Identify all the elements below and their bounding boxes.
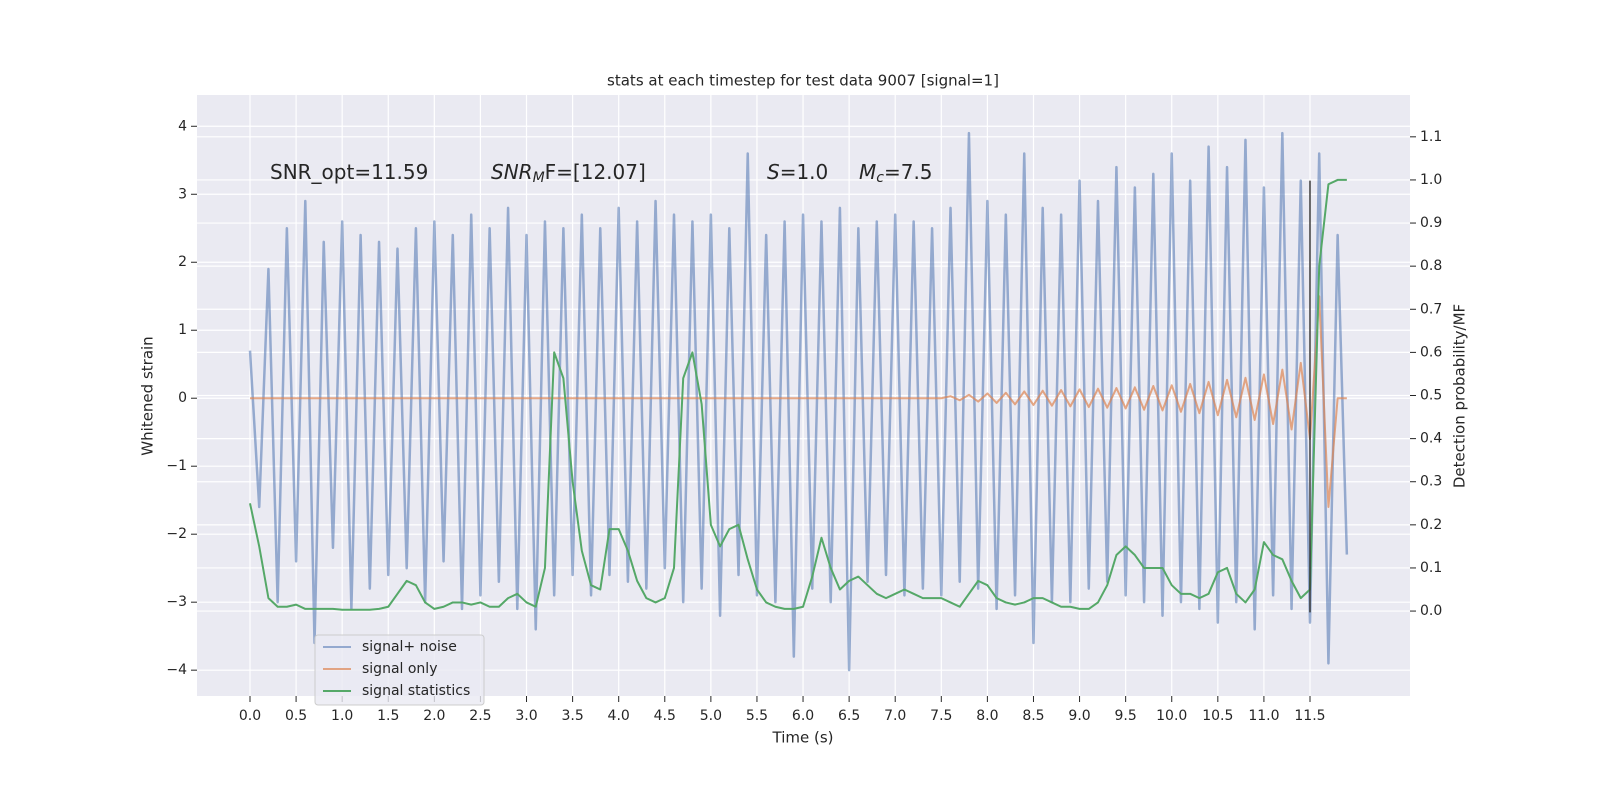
- x-tick-label: 5.5: [746, 708, 768, 724]
- series-line: [250, 295, 1347, 508]
- x-tick-label: 5.0: [700, 708, 722, 724]
- x-tick-label: 2.0: [423, 708, 445, 724]
- y2-tick-label: 0.5: [1420, 388, 1442, 404]
- annotation-part: S: [767, 160, 780, 184]
- annotation-part: SNR_opt=11.59: [270, 160, 428, 184]
- y2-tick-label: 0.3: [1420, 474, 1442, 490]
- x-tick-label: 10.0: [1156, 708, 1187, 724]
- y2-tick-label: 0.2: [1420, 517, 1442, 533]
- legend-label: signal only: [362, 661, 437, 677]
- x-tick-label: 4.0: [608, 708, 630, 724]
- series-line: [249, 178, 1347, 611]
- y2-tick-label: 0.6: [1420, 344, 1442, 360]
- y2-tick-label: 0.7: [1420, 301, 1442, 317]
- x-tick-label: 1.5: [377, 708, 399, 724]
- y-tick-label: −3: [166, 594, 187, 610]
- x-tick-label: 2.5: [469, 708, 491, 724]
- y-tick-label: 3: [178, 186, 187, 202]
- y-tick-label: 2: [178, 254, 187, 270]
- annotation-part: =7.5: [884, 160, 933, 184]
- annotation-part: =1.0: [780, 160, 829, 184]
- x-tick-label: 11.0: [1248, 708, 1279, 724]
- y2-tick-label: 0.4: [1420, 431, 1442, 447]
- x-tick-label: 0.0: [239, 708, 261, 724]
- annotation-part: F=[12.07]: [545, 160, 646, 184]
- y-tick-label: −1: [166, 458, 187, 474]
- y-tick-label: 0: [178, 390, 187, 406]
- x-tick-label: 1.0: [331, 708, 353, 724]
- annotation: SNRMF=[12.07]: [491, 160, 646, 187]
- y-tick-label: −2: [166, 526, 187, 542]
- y2-tick-label: 1.1: [1420, 129, 1442, 145]
- y2-tick-label: 0.0: [1420, 603, 1442, 619]
- x-tick-label: 3.5: [561, 708, 583, 724]
- annotation: S=1.0: [767, 160, 828, 184]
- legend: [314, 634, 485, 706]
- legend-label: signal+ noise: [362, 639, 457, 655]
- annotation-part: M: [859, 160, 876, 184]
- x-tick-label: 10.5: [1202, 708, 1233, 724]
- x-tick-label: 9.5: [1115, 708, 1137, 724]
- series-line: [248, 131, 1349, 672]
- y2-tick-label: 1.0: [1420, 172, 1442, 188]
- y-tick-label: −4: [166, 662, 187, 678]
- y2-axis-label: Detection probability/MF: [1451, 304, 1469, 488]
- x-tick-label: 8.0: [976, 708, 998, 724]
- x-tick-label: 6.5: [838, 708, 860, 724]
- y-axis-label: Whitened strain: [139, 336, 157, 455]
- x-tick-label: 8.5: [1022, 708, 1044, 724]
- annotation: SNR_opt=11.59: [270, 160, 428, 184]
- x-tick-label: 7.0: [884, 708, 906, 724]
- y2-tick-label: 0.1: [1420, 560, 1442, 576]
- x-axis-label: Time (s): [772, 729, 834, 747]
- y-tick-label: 4: [178, 118, 187, 134]
- chart-title: stats at each timestep for test data 900…: [607, 72, 999, 90]
- x-tick-label: 4.5: [654, 708, 676, 724]
- y2-tick-label: 0.8: [1420, 258, 1442, 274]
- annotation: Mc=7.5: [859, 160, 933, 187]
- x-tick-label: 6.0: [792, 708, 814, 724]
- x-tick-label: 7.5: [930, 708, 952, 724]
- x-tick-label: 0.5: [285, 708, 307, 724]
- x-tick-label: 11.5: [1294, 708, 1325, 724]
- y2-tick-label: 0.9: [1420, 215, 1442, 231]
- x-tick-label: 9.0: [1068, 708, 1090, 724]
- y-tick-label: 1: [178, 322, 187, 338]
- annotation-part: SNR: [491, 160, 533, 184]
- x-tick-label: 3.0: [515, 708, 537, 724]
- annotation-part: c: [876, 170, 884, 186]
- legend-label: signal statistics: [362, 683, 470, 699]
- annotation-part: M: [533, 170, 545, 186]
